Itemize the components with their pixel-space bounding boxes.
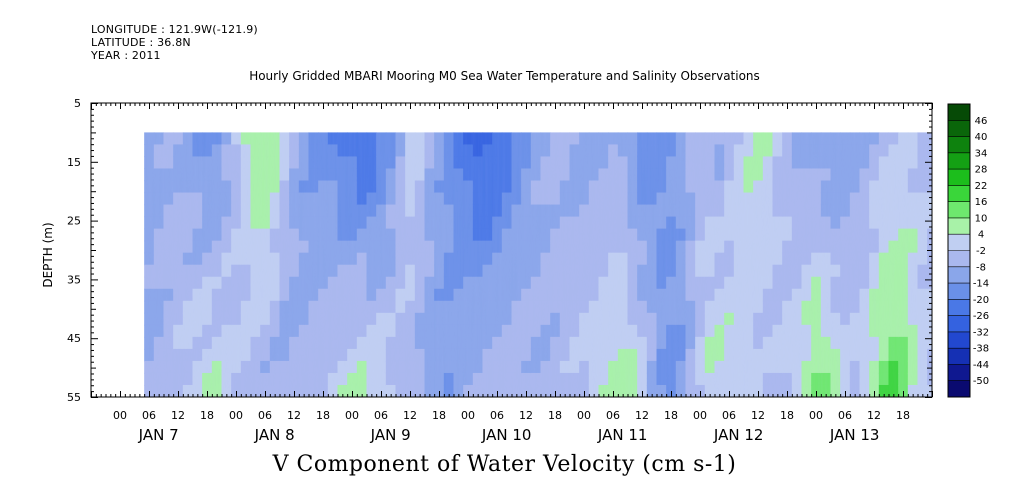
x-tick-label: 18 (548, 409, 562, 422)
colorbar-swatch (948, 299, 970, 316)
x-tick-label: 12 (171, 409, 185, 422)
x-tick-label: 00 (809, 409, 823, 422)
x-tick-label: 18 (432, 409, 446, 422)
colorbar-label: -44 (973, 360, 989, 371)
x-tick-label: 00 (113, 409, 127, 422)
x-day-label: JAN 12 (713, 426, 764, 444)
x-tick-label: 12 (635, 409, 649, 422)
colorbar-swatch (948, 283, 970, 300)
colorbar-swatch (948, 348, 970, 365)
x-tick-label: 06 (142, 409, 156, 422)
colorbar-label: 10 (975, 213, 988, 224)
colorbar-label: 46 (975, 116, 988, 127)
x-tick-label: 00 (577, 409, 591, 422)
x-tick-label: 12 (751, 409, 765, 422)
colorbar-label: -38 (973, 344, 989, 355)
x-tick-label: 00 (229, 409, 243, 422)
colorbar-label: -26 (973, 311, 989, 322)
x-tick-label: 06 (490, 409, 504, 422)
heatmap-field (144, 132, 932, 397)
x-tick-label: 06 (722, 409, 736, 422)
x-day-label: JAN 13 (829, 426, 880, 444)
colorbar-label: -2 (976, 246, 986, 257)
x-tick-label: 18 (780, 409, 794, 422)
x-tick-label: 12 (519, 409, 533, 422)
x-tick-label: 12 (867, 409, 881, 422)
x-tick-label: 00 (693, 409, 707, 422)
colorbar-swatch (948, 234, 970, 251)
colorbar-swatch (948, 201, 970, 219)
colorbar-swatch (948, 185, 970, 202)
chart-title: Hourly Gridded MBARI Mooring M0 Sea Wate… (249, 69, 760, 83)
colorbar-label: 34 (975, 148, 988, 159)
x-tick-label: 18 (896, 409, 910, 422)
colorbar-label: -20 (973, 295, 989, 306)
x-tick-label: 00 (461, 409, 475, 422)
x-tick-label: 18 (200, 409, 214, 422)
colorbar-swatch (948, 152, 970, 170)
colorbar-label: 40 (975, 132, 988, 143)
heat-texture (144, 132, 932, 397)
colorbar-swatch (948, 169, 970, 186)
x-day-label: JAN 8 (254, 426, 295, 444)
y-tick-label: 25 (67, 215, 81, 228)
variable-caption: V Component of Water Velocity (cm s-1) (272, 452, 737, 477)
colorbar-swatch (948, 315, 970, 333)
latitude-label: LATITUDE : 36.8N (91, 36, 191, 49)
colorbar-swatch (948, 136, 970, 154)
x-tick-label: 06 (606, 409, 620, 422)
colorbar-label: 22 (975, 181, 988, 192)
x-tick-label: 18 (316, 409, 330, 422)
x-day-label: JAN 9 (370, 426, 411, 444)
x-day-label: JAN 7 (138, 426, 179, 444)
colorbar-label: 16 (975, 197, 988, 208)
colorbar-label: -8 (976, 262, 986, 273)
x-day-label: JAN 11 (597, 426, 648, 444)
x-tick-label: 12 (403, 409, 417, 422)
colorbar-swatch (948, 104, 970, 121)
colorbar-swatch (948, 331, 970, 349)
x-tick-label: 18 (664, 409, 678, 422)
colorbar-swatch (948, 364, 970, 382)
x-tick-label: 00 (345, 409, 359, 422)
colorbar-label: -32 (973, 327, 989, 338)
y-tick-label: 55 (67, 391, 81, 404)
colorbar-swatch (948, 120, 970, 137)
colorbar-label: -50 (973, 376, 989, 387)
y-tick-label: 45 (67, 332, 81, 345)
colorbar-swatch (948, 217, 970, 235)
colorbar-label: 4 (978, 230, 984, 241)
y-tick-label: 35 (67, 273, 81, 286)
y-tick-label: 5 (74, 97, 81, 110)
colorbar-swatch (948, 250, 970, 268)
colorbar-label: 28 (975, 165, 988, 176)
year-label: YEAR : 2011 (91, 49, 161, 62)
colorbar-label: -14 (973, 279, 989, 290)
colorbar: -50 -44 -38 -32 -26 -20 -14 -8 -2 4 10 16 22 28 34 40 46 (947, 103, 989, 398)
x-tick-label: 12 (287, 409, 301, 422)
colorbar-swatch (948, 266, 970, 284)
y-axis: 5 15 25 35 45 55 DEPTH (m) (41, 97, 932, 404)
y-tick-label: 15 (67, 156, 81, 169)
y-axis-label: DEPTH (m) (41, 222, 55, 287)
x-tick-label: 06 (838, 409, 852, 422)
x-day-label: JAN 10 (481, 426, 532, 444)
x-tick-label: 06 (258, 409, 272, 422)
x-axis: 00 06 12 18 00 06 12 18 00 06 12 18 00 06 12 18 00 06 12 18… (91, 103, 933, 444)
x-tick-label: 06 (374, 409, 388, 422)
colorbar-swatch (948, 380, 970, 398)
longitude-label: LONGITUDE : 121.9W(-121.9) (91, 23, 258, 36)
